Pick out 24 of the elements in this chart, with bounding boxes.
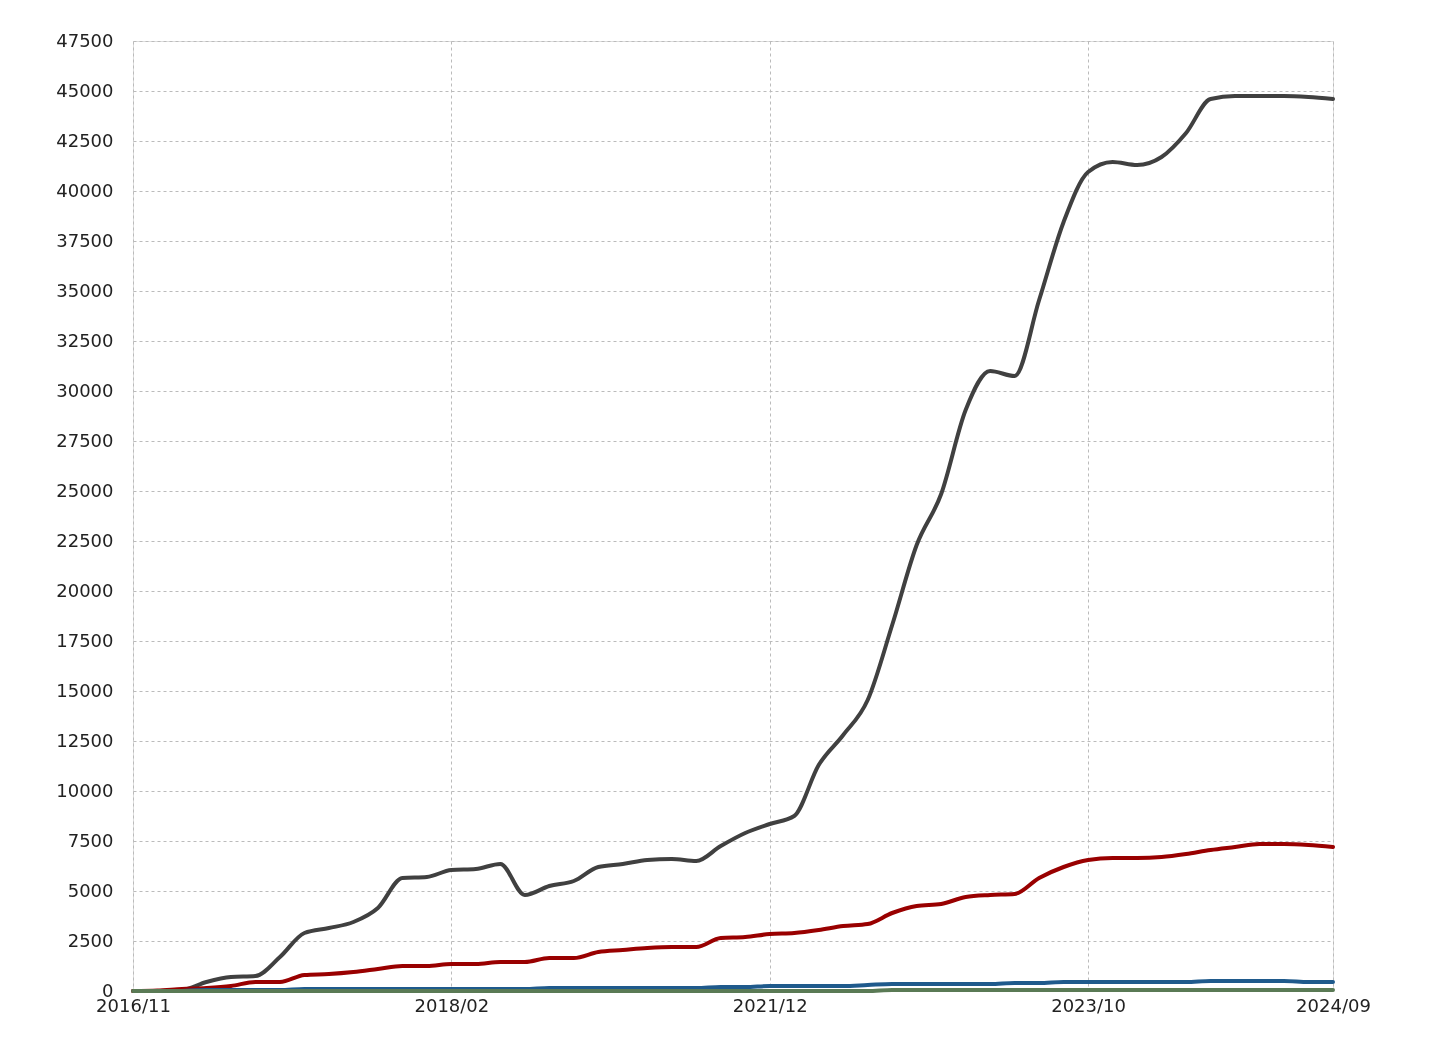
y-tick-label: 42500 xyxy=(56,129,114,151)
y-tick-label: 35000 xyxy=(56,279,114,301)
y-tick-label: 30000 xyxy=(56,379,114,401)
y-tick-label: 47500 xyxy=(56,29,114,51)
x-tick-label: 2023/10 xyxy=(1051,994,1126,1016)
y-tick-label: 5000 xyxy=(67,879,114,901)
y-tick-label: 20000 xyxy=(56,579,114,601)
y-tick-label: 15000 xyxy=(56,679,114,701)
y-tick-label: 27500 xyxy=(56,429,114,451)
y-tick-label: 22500 xyxy=(56,529,114,551)
y-tick-label: 45000 xyxy=(56,79,114,101)
line-series xyxy=(131,842,1335,993)
x-tick-label: 2024/09 xyxy=(1296,994,1371,1016)
y-tick-label: 37500 xyxy=(56,229,114,251)
y-tick-label: 10000 xyxy=(56,779,114,801)
y-tick-label: 40000 xyxy=(56,179,114,201)
y-tick-label: 12500 xyxy=(56,729,114,751)
x-tick-label: 2021/12 xyxy=(732,994,808,1016)
y-tick-label: 17500 xyxy=(56,629,114,651)
y-tick-label: 25000 xyxy=(56,479,114,501)
y-tick-label: 2500 xyxy=(67,929,114,951)
y-tick-label: 7500 xyxy=(67,829,114,851)
y-tick-label: 32500 xyxy=(56,329,114,351)
x-tick-label: 2018/02 xyxy=(414,994,490,1016)
